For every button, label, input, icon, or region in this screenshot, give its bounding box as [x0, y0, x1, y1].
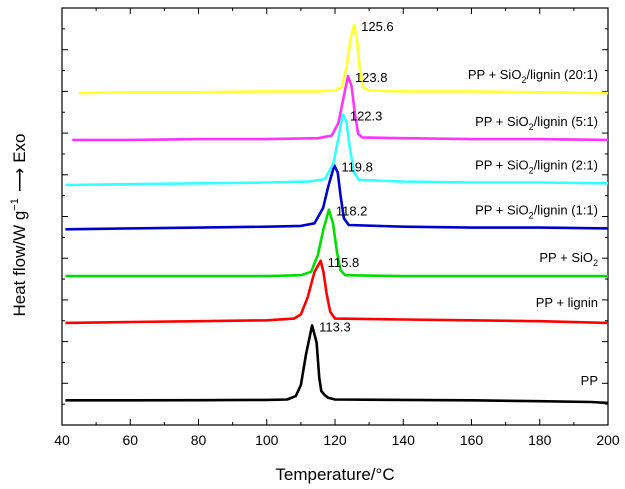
- series-line-pp-sio2-lignin-20-1: [79, 23, 609, 95]
- series-label-pp-sio2-lignin-2-1: PP + SiO2/lignin (2:1): [475, 157, 598, 175]
- series-line-pp: [65, 324, 609, 405]
- y-axis-arrow: ⟶: [10, 168, 29, 192]
- series-layer: [65, 23, 609, 405]
- series-label-pp: PP: [581, 373, 598, 388]
- series-line-pp-sio2: [65, 208, 608, 278]
- x-tick-label: 120: [323, 432, 347, 448]
- peak-label-pp-sio2: 118.2: [336, 204, 368, 219]
- x-tick-label: 140: [392, 432, 416, 448]
- series-label-pp-sio2-lignin-1-1: PP + SiO2/lignin (1:1): [475, 202, 598, 220]
- peak-label-pp-sio2-lignin-2-1: 122.3: [350, 108, 383, 123]
- peak-label-pp-sio2-lignin-1-1: 119.8: [341, 159, 373, 174]
- x-tick-label: 160: [460, 432, 484, 448]
- y-axis-title-text: Heat flow/W g: [10, 211, 29, 317]
- y-axis-title-superscript: −1: [9, 198, 21, 211]
- peak-label-pp-lignin: 115.8: [328, 255, 360, 270]
- peak-label-pp-sio2-lignin-20-1: 125.6: [361, 19, 394, 34]
- x-tick-label: 200: [596, 432, 620, 448]
- series-line-pp-sio2-lignin-5-1: [72, 74, 609, 142]
- peak-label-pp: 113.3: [319, 319, 351, 334]
- series-line-pp-sio2-lignin-1-1: [65, 164, 609, 231]
- series-label-pp-sio2-lignin-20-1: PP + SiO2/lignin (20:1): [468, 67, 598, 85]
- series-label-pp-lignin: PP + lignin: [536, 295, 598, 310]
- x-tick-label: 180: [528, 432, 552, 448]
- y-axis-direction: Exo: [10, 133, 29, 162]
- axes: 40 60 80 100 120 140 160 180 200: [54, 7, 620, 448]
- series-line-pp-sio2-lignin-2-1: [65, 113, 609, 187]
- x-tick-label: 80: [191, 432, 207, 448]
- x-axis-title: Temperature/°C: [275, 465, 394, 484]
- x-tick-label: 100: [255, 432, 279, 448]
- labels-layer: 113.3 PP 115.8 PP + lignin 118.2 PP + SiO2 119…: [319, 19, 598, 388]
- x-tick-label: 60: [122, 432, 138, 448]
- y-axis-title: Heat flow/W g−1 ⟶ Exo: [9, 133, 29, 316]
- svg-text:Heat flow/W g−1⟶Exo: Heat flow/W g−1 ⟶ Exo: [9, 133, 29, 316]
- x-tick-label: 40: [54, 432, 70, 448]
- peak-label-pp-sio2-lignin-5-1: 123.8: [355, 70, 388, 85]
- series-label-pp-sio2-lignin-5-1: PP + SiO2/lignin (5:1): [475, 114, 598, 132]
- series-line-pp-lignin: [65, 259, 609, 325]
- series-label-pp-sio2: PP + SiO2: [539, 250, 598, 268]
